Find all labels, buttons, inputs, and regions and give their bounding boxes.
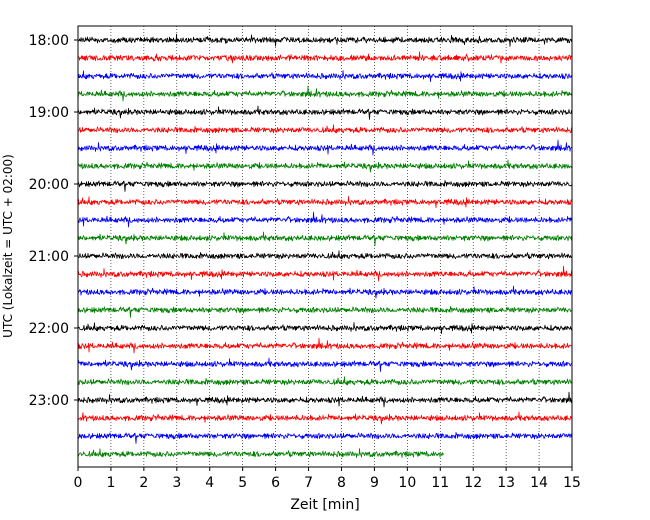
- trace-line: [77, 124, 573, 134]
- trace-line: [77, 337, 573, 354]
- trace-line: [77, 51, 573, 64]
- x-axis-label: Zeit [min]: [290, 497, 359, 513]
- x-tick-label: 11: [431, 475, 449, 491]
- trace-line: [77, 105, 573, 120]
- trace-line: [77, 411, 573, 425]
- trace-line: [77, 376, 573, 386]
- x-tick-label: 6: [271, 475, 280, 491]
- x-tick-label: 4: [205, 475, 214, 491]
- trace-line: [77, 391, 573, 408]
- y-axis: 18:00 19:00 20:00 21:00 22:00 23:00: [29, 33, 78, 409]
- x-tick-label: 5: [238, 475, 247, 491]
- trace-line: [77, 179, 573, 192]
- seismic-traces: [77, 33, 573, 458]
- x-tick-label: 1: [106, 475, 115, 491]
- y-tick-label: 23:00: [29, 393, 69, 409]
- y-tick-label: 19:00: [29, 105, 69, 121]
- trace-line: [77, 322, 573, 334]
- trace-line: [77, 265, 573, 282]
- x-tick-label: 13: [497, 475, 515, 491]
- x-tick-label: 2: [139, 475, 148, 491]
- plot-frame: [77, 25, 573, 468]
- x-tick-label: 8: [337, 475, 346, 491]
- x-tick-label: 15: [563, 475, 581, 491]
- x-axis: 0 1 2 3 4 5 6 7 8 9 10 11 12 13 14 15: [74, 467, 581, 491]
- x-tick-label: 9: [370, 475, 379, 491]
- x-tick-label: 3: [172, 475, 181, 491]
- trace-line: [77, 357, 573, 372]
- trace-line: [77, 448, 444, 458]
- trace-line: [77, 196, 573, 208]
- y-axis-label: UTC (Lokalzeit = UTC + 02:00): [1, 154, 15, 338]
- y-tick-label: 20:00: [29, 177, 69, 193]
- trace-line: [77, 70, 573, 82]
- x-tick-label: 14: [530, 475, 548, 491]
- trace-line: [77, 159, 573, 173]
- trace-line: [77, 231, 573, 246]
- trace-line: [77, 85, 573, 102]
- y-tick-label: 18:00: [29, 33, 69, 49]
- y-tick-label: 22:00: [29, 321, 69, 337]
- x-tick-label: 12: [464, 475, 482, 491]
- trace-line: [77, 431, 573, 444]
- trace-line: [77, 250, 573, 260]
- x-tick-label: 0: [74, 475, 83, 491]
- trace-line: [77, 33, 573, 47]
- trace-line: [77, 305, 573, 318]
- x-tick-label: 10: [398, 475, 416, 491]
- trace-line: [77, 285, 573, 299]
- trace-line: [77, 139, 573, 156]
- trace-line: [77, 211, 573, 228]
- x-tick-label: 7: [304, 475, 313, 491]
- y-tick-label: 21:00: [29, 249, 69, 265]
